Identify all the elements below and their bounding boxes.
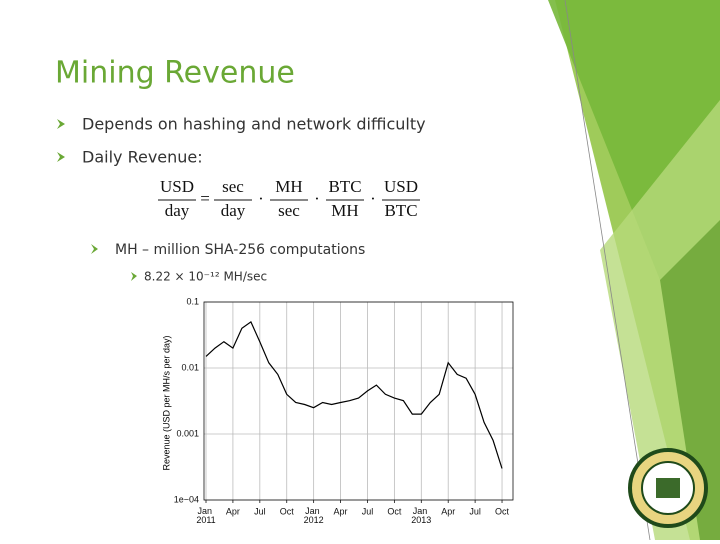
x-tick-label: Jan 2013 (411, 506, 431, 525)
y-tick-label: 1e−04 (174, 494, 199, 504)
x-tick-label: Jul (469, 506, 481, 516)
bullet: Daily Revenue: (82, 148, 203, 167)
numerator: BTC (328, 177, 361, 196)
data-line (205, 320, 503, 469)
operator: = (200, 189, 210, 208)
x-tick-label: Jul (362, 506, 374, 516)
x-tick-label: Oct (387, 506, 402, 516)
x-tick-label: Apr (226, 506, 240, 516)
y-tick-label: 0.1 (186, 296, 199, 306)
sub-bullet: MH – million SHA-256 computations (115, 242, 365, 258)
denominator: day (165, 201, 190, 220)
denominator: MH (331, 201, 358, 220)
x-tick-label: Jan 2012 (304, 506, 324, 525)
y-axis-label: Revenue (USD per MH/s per day) (161, 335, 171, 470)
bullet-icons (57, 119, 137, 281)
y-tick-label: 0.01 (181, 362, 199, 372)
x-tick-label: Jul (254, 506, 266, 516)
operator: · (370, 189, 376, 208)
denominator: day (221, 201, 246, 220)
slide-title: Mining Revenue (55, 56, 295, 91)
formula: USD day = sec day · MH sec · BTC MH · USD BTC (158, 177, 420, 220)
numerator: USD (160, 177, 194, 196)
x-tick-label: Jan 2011 (196, 506, 215, 525)
numerator: MH (275, 177, 302, 196)
operator: · (314, 189, 320, 208)
denominator: sec (278, 201, 300, 220)
x-tick-label: Apr (441, 506, 455, 516)
decoration (548, 0, 720, 541)
plot-frame (203, 301, 514, 501)
numerator: sec (222, 177, 244, 196)
sub-sub-bullet: 8.22 × 10⁻¹² MH/sec (144, 270, 267, 284)
numerator: USD (384, 177, 418, 196)
denominator: BTC (384, 201, 417, 220)
x-tick-label: Apr (334, 506, 348, 516)
chart: 1e−04 0.001 0.01 0.1 Jan 2011 Apr Jul Oct Jan 20… (174, 296, 514, 525)
operator: · (258, 189, 264, 208)
y-tick-label: 0.001 (176, 428, 199, 438)
bullet: Depends on hashing and network difficult… (82, 115, 426, 134)
x-tick-label: Oct (495, 506, 510, 516)
x-tick-label: Oct (280, 506, 295, 516)
